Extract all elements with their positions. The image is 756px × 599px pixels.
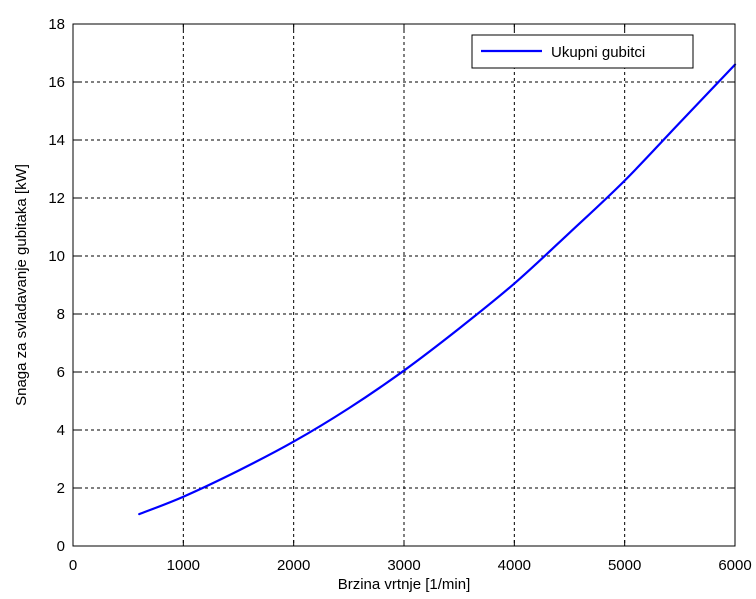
- y-tick-label: 14: [48, 132, 65, 149]
- y-tick-label: 16: [48, 74, 65, 91]
- x-tick-label: 2000: [277, 557, 310, 574]
- series-line-ukupni-gubitci: [138, 63, 737, 516]
- y-tick-label: 6: [57, 364, 65, 381]
- y-tick-label: 2: [57, 480, 65, 497]
- y-tick-label: 18: [48, 16, 65, 33]
- axis-ticks: 0 1000 2000 3000 4000 5000 6000 0 2 4 6 8 10 12 14 16 18: [48, 16, 751, 574]
- legend: Ukupni gubitci: [471, 34, 694, 69]
- x-tick-label: 0: [69, 557, 77, 574]
- x-tick-label: 6000: [718, 557, 751, 574]
- x-axis-label: Brzina vrtnje [1/min]: [338, 576, 471, 593]
- grid: [73, 24, 735, 546]
- y-tick-label: 4: [57, 422, 65, 439]
- y-axis-label: Snaga za svladavanje gubitaka [kW]: [13, 164, 30, 406]
- y-tick-label: 10: [48, 248, 65, 265]
- x-tick-label: 1000: [167, 557, 200, 574]
- y-tick-label: 8: [57, 306, 65, 323]
- series-layer: [138, 63, 737, 516]
- x-tick-label: 3000: [387, 557, 420, 574]
- y-tick-label: 12: [48, 190, 65, 207]
- y-tick-label: 0: [57, 538, 65, 555]
- legend-entry-ukupni-gubitci: Ukupni gubitci: [551, 44, 645, 61]
- x-tick-label: 5000: [608, 557, 641, 574]
- x-tick-label: 4000: [498, 557, 531, 574]
